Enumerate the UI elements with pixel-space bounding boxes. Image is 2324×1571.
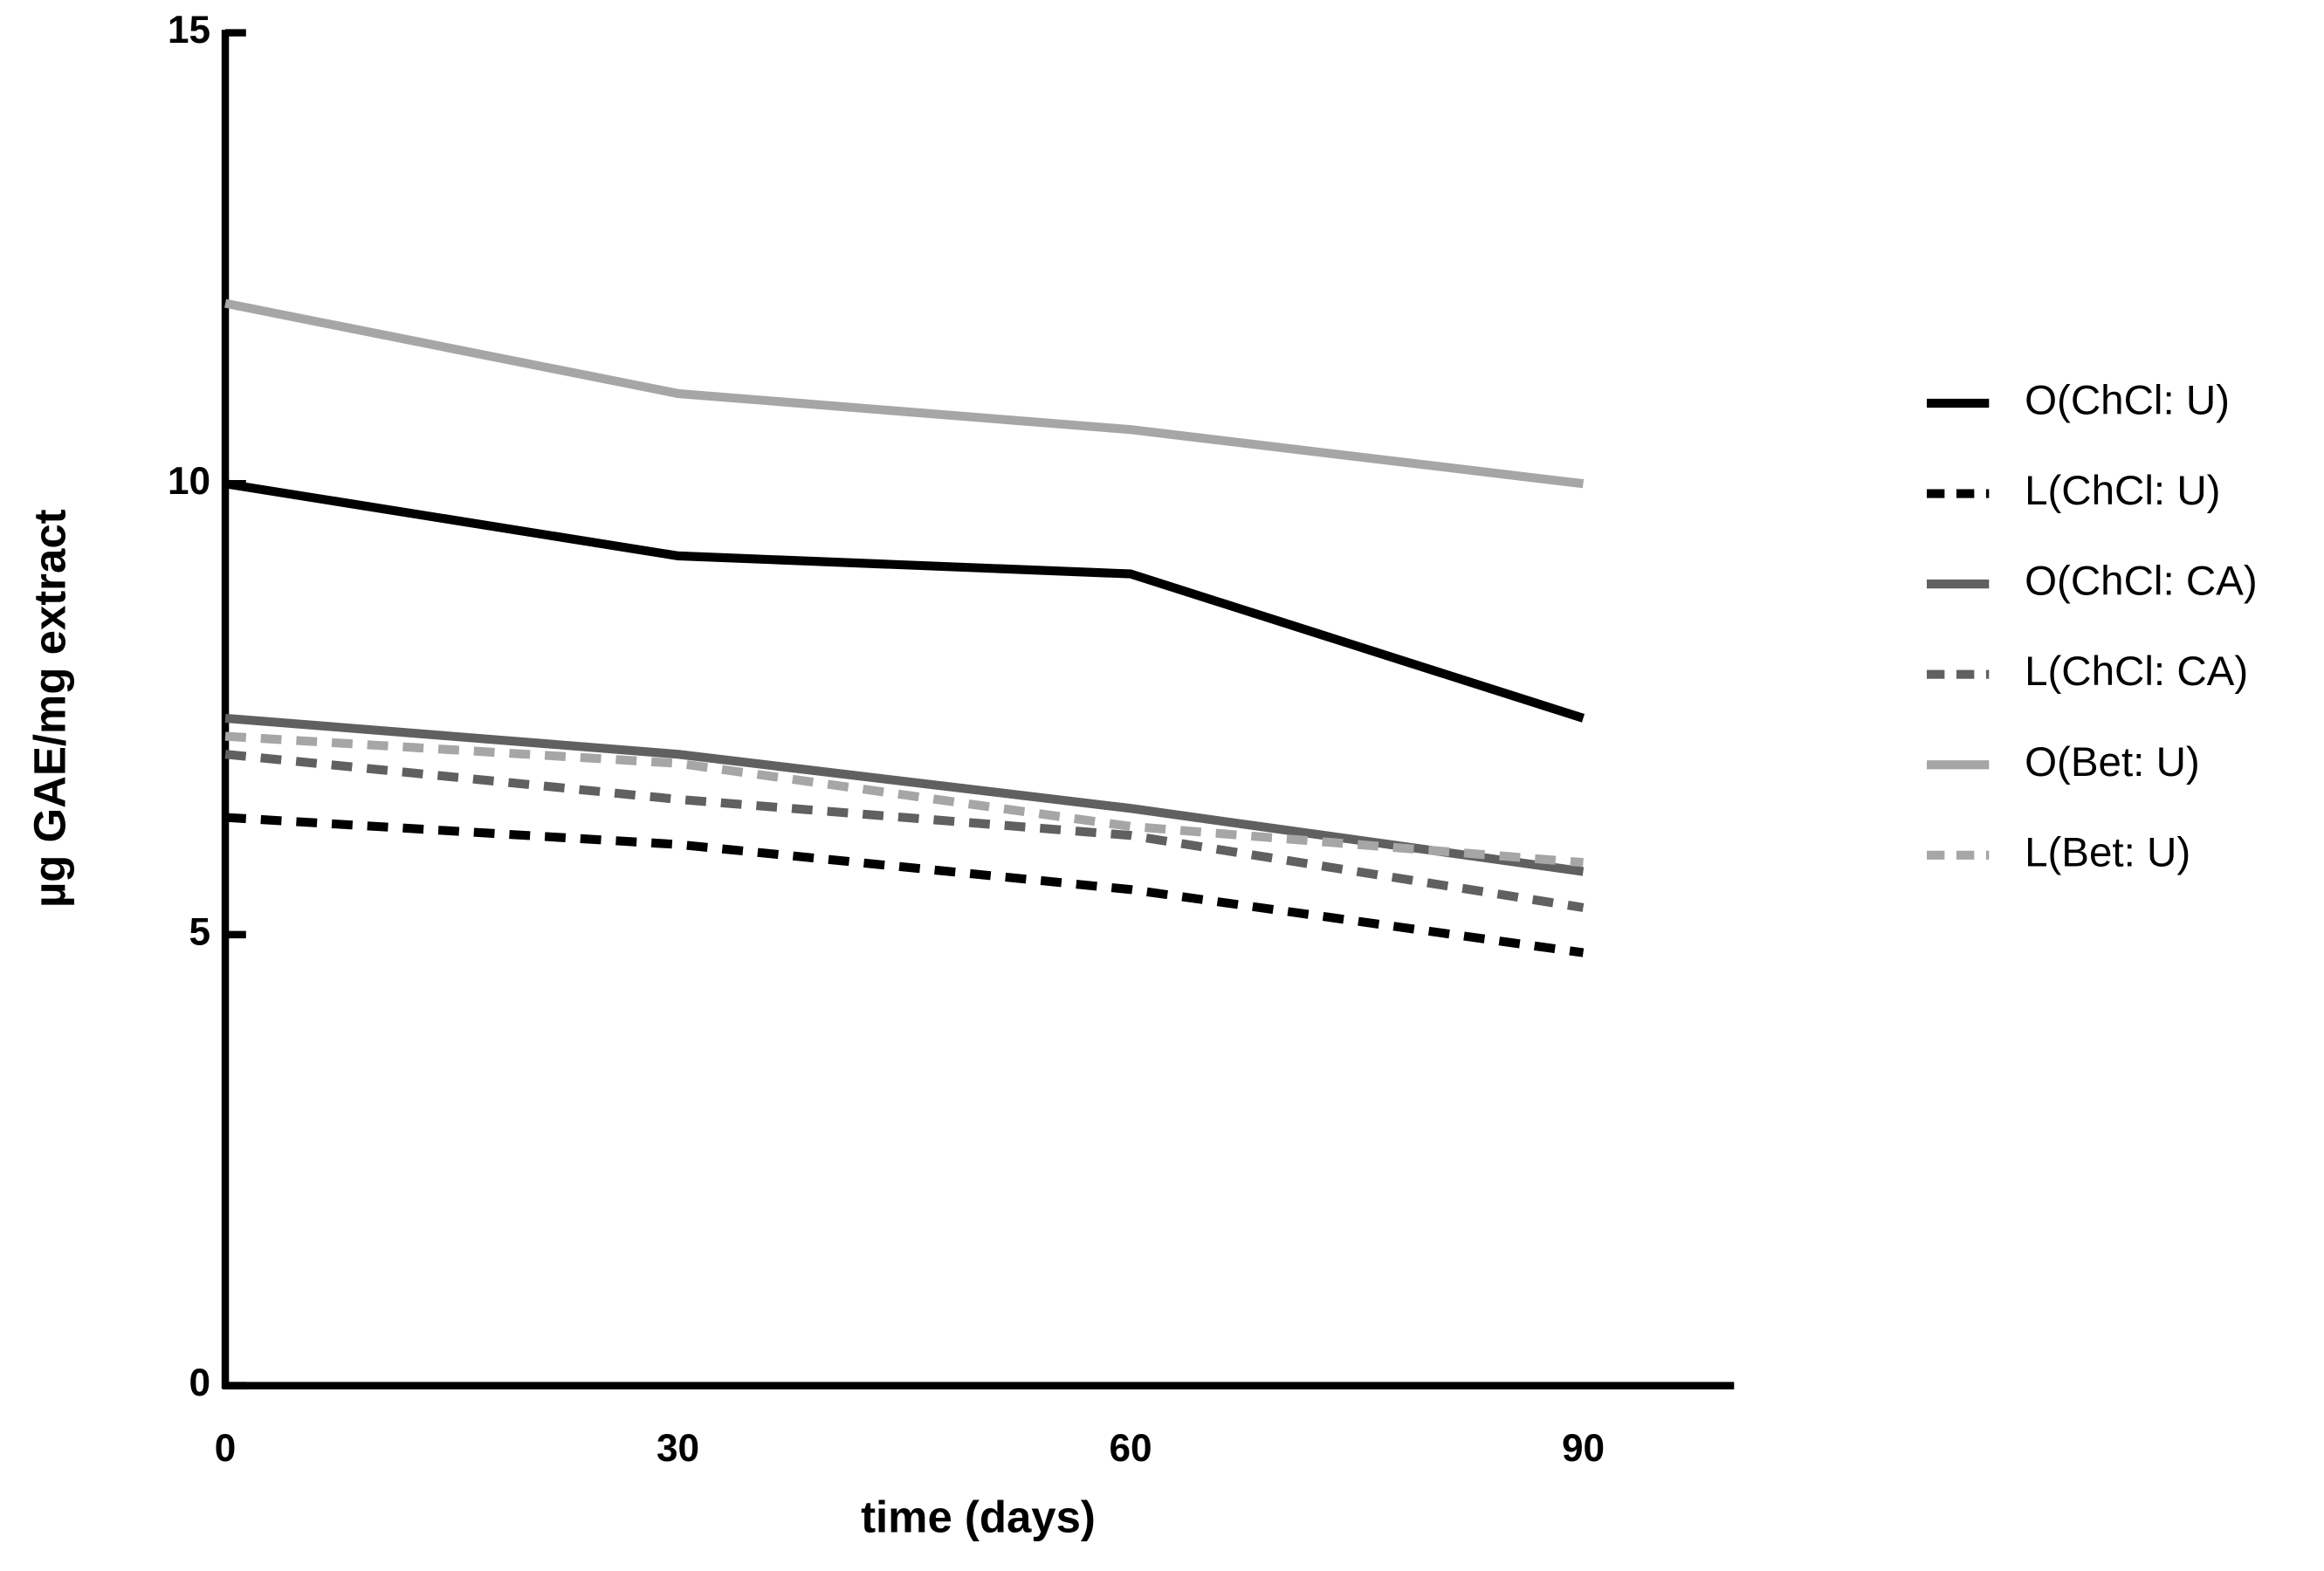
- series-line: [224, 731, 1584, 868]
- series-line: [224, 713, 1585, 876]
- x-tick-label: 90: [1562, 1427, 1605, 1470]
- x-tick-label: 60: [1109, 1427, 1152, 1470]
- y-tick-label: 0: [189, 1362, 211, 1404]
- legend-label: L(ChCl: U): [2025, 468, 2220, 514]
- y-tick-label: 5: [189, 911, 211, 954]
- series-line: [224, 813, 1585, 957]
- legend-label: O(Bet: U): [2025, 739, 2200, 786]
- y-tick-label: 15: [168, 9, 210, 51]
- y-tick-label: 10: [168, 460, 210, 503]
- x-tick-label: 0: [215, 1427, 237, 1470]
- series-line: [224, 298, 1585, 489]
- legend-label: O(ChCl: CA): [2025, 559, 2258, 605]
- legend-label: L(ChCl: CA): [2025, 648, 2248, 695]
- series-line: [224, 750, 1585, 912]
- x-axis-title: time (days): [861, 1492, 1096, 1542]
- x-tick-label: 30: [657, 1427, 699, 1470]
- legend-label: L(Bet: U): [2025, 829, 2190, 875]
- legend-label: O(ChCl: U): [2025, 378, 2230, 424]
- series-line: [224, 479, 1585, 723]
- y-axis-title: µg GAE/mg extract: [25, 509, 75, 908]
